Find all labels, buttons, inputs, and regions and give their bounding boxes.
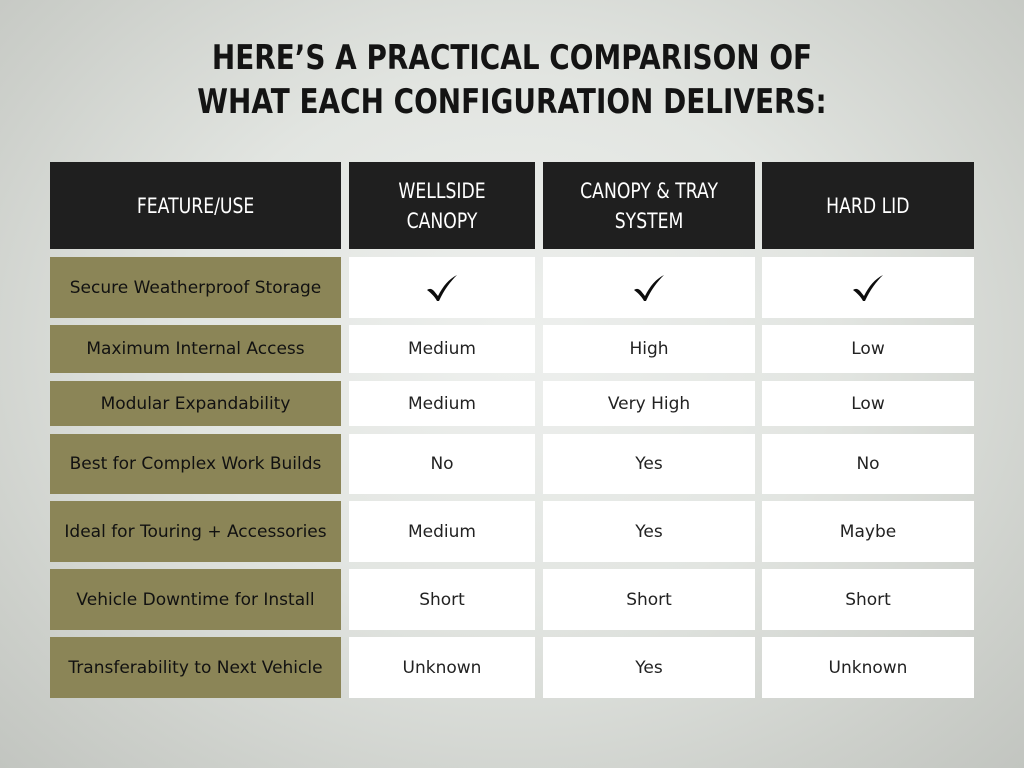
header-label: HARD LID	[826, 193, 910, 218]
feature-cell: Maximum Internal Access	[50, 325, 341, 373]
value-cell: Unknown	[762, 637, 974, 698]
feature-cell: Secure Weatherproof Storage	[50, 257, 341, 318]
check-icon	[543, 257, 755, 318]
value-cell: Medium	[349, 501, 535, 562]
value-cell: Short	[543, 569, 755, 630]
value-cell: Yes	[543, 637, 755, 698]
value-cell: Medium	[349, 325, 535, 373]
feature-cell: Transferability to Next Vehicle	[50, 637, 341, 698]
header-label: WELLSIDE CANOPY	[398, 178, 486, 233]
value-cell: Medium	[349, 381, 535, 426]
header-wellside-canopy: WELLSIDE CANOPY	[349, 162, 535, 249]
value-cell: Yes	[543, 501, 755, 562]
value-cell: Low	[762, 325, 974, 373]
feature-cell: Best for Complex Work Builds	[50, 434, 341, 494]
check-icon	[349, 257, 535, 318]
feature-cell: Ideal for Touring + Accessories	[50, 501, 341, 562]
page-title: HERE’S A PRACTICAL COMPARISON OF WHAT EA…	[92, 36, 932, 124]
value-cell: Short	[762, 569, 974, 630]
value-cell: Maybe	[762, 501, 974, 562]
check-icon	[762, 257, 974, 318]
title-line-2: WHAT EACH CONFIGURATION DELIVERS:	[197, 82, 827, 122]
header-label: FEATURE/USE	[136, 193, 255, 218]
value-cell: Short	[349, 569, 535, 630]
feature-cell: Vehicle Downtime for Install	[50, 569, 341, 630]
value-cell: No	[349, 434, 535, 494]
header-hard-lid: HARD LID	[762, 162, 974, 249]
header-label: CANOPY & TRAY SYSTEM	[580, 178, 718, 233]
value-cell: Yes	[543, 434, 755, 494]
title-line-1: HERE’S A PRACTICAL COMPARISON OF	[211, 38, 813, 78]
value-cell: High	[543, 325, 755, 373]
feature-cell: Modular Expandability	[50, 381, 341, 426]
value-cell: No	[762, 434, 974, 494]
header-feature-use: FEATURE/USE	[50, 162, 341, 249]
header-canopy-tray-system: CANOPY & TRAY SYSTEM	[543, 162, 755, 249]
value-cell: Unknown	[349, 637, 535, 698]
value-cell: Low	[762, 381, 974, 426]
value-cell: Very High	[543, 381, 755, 426]
